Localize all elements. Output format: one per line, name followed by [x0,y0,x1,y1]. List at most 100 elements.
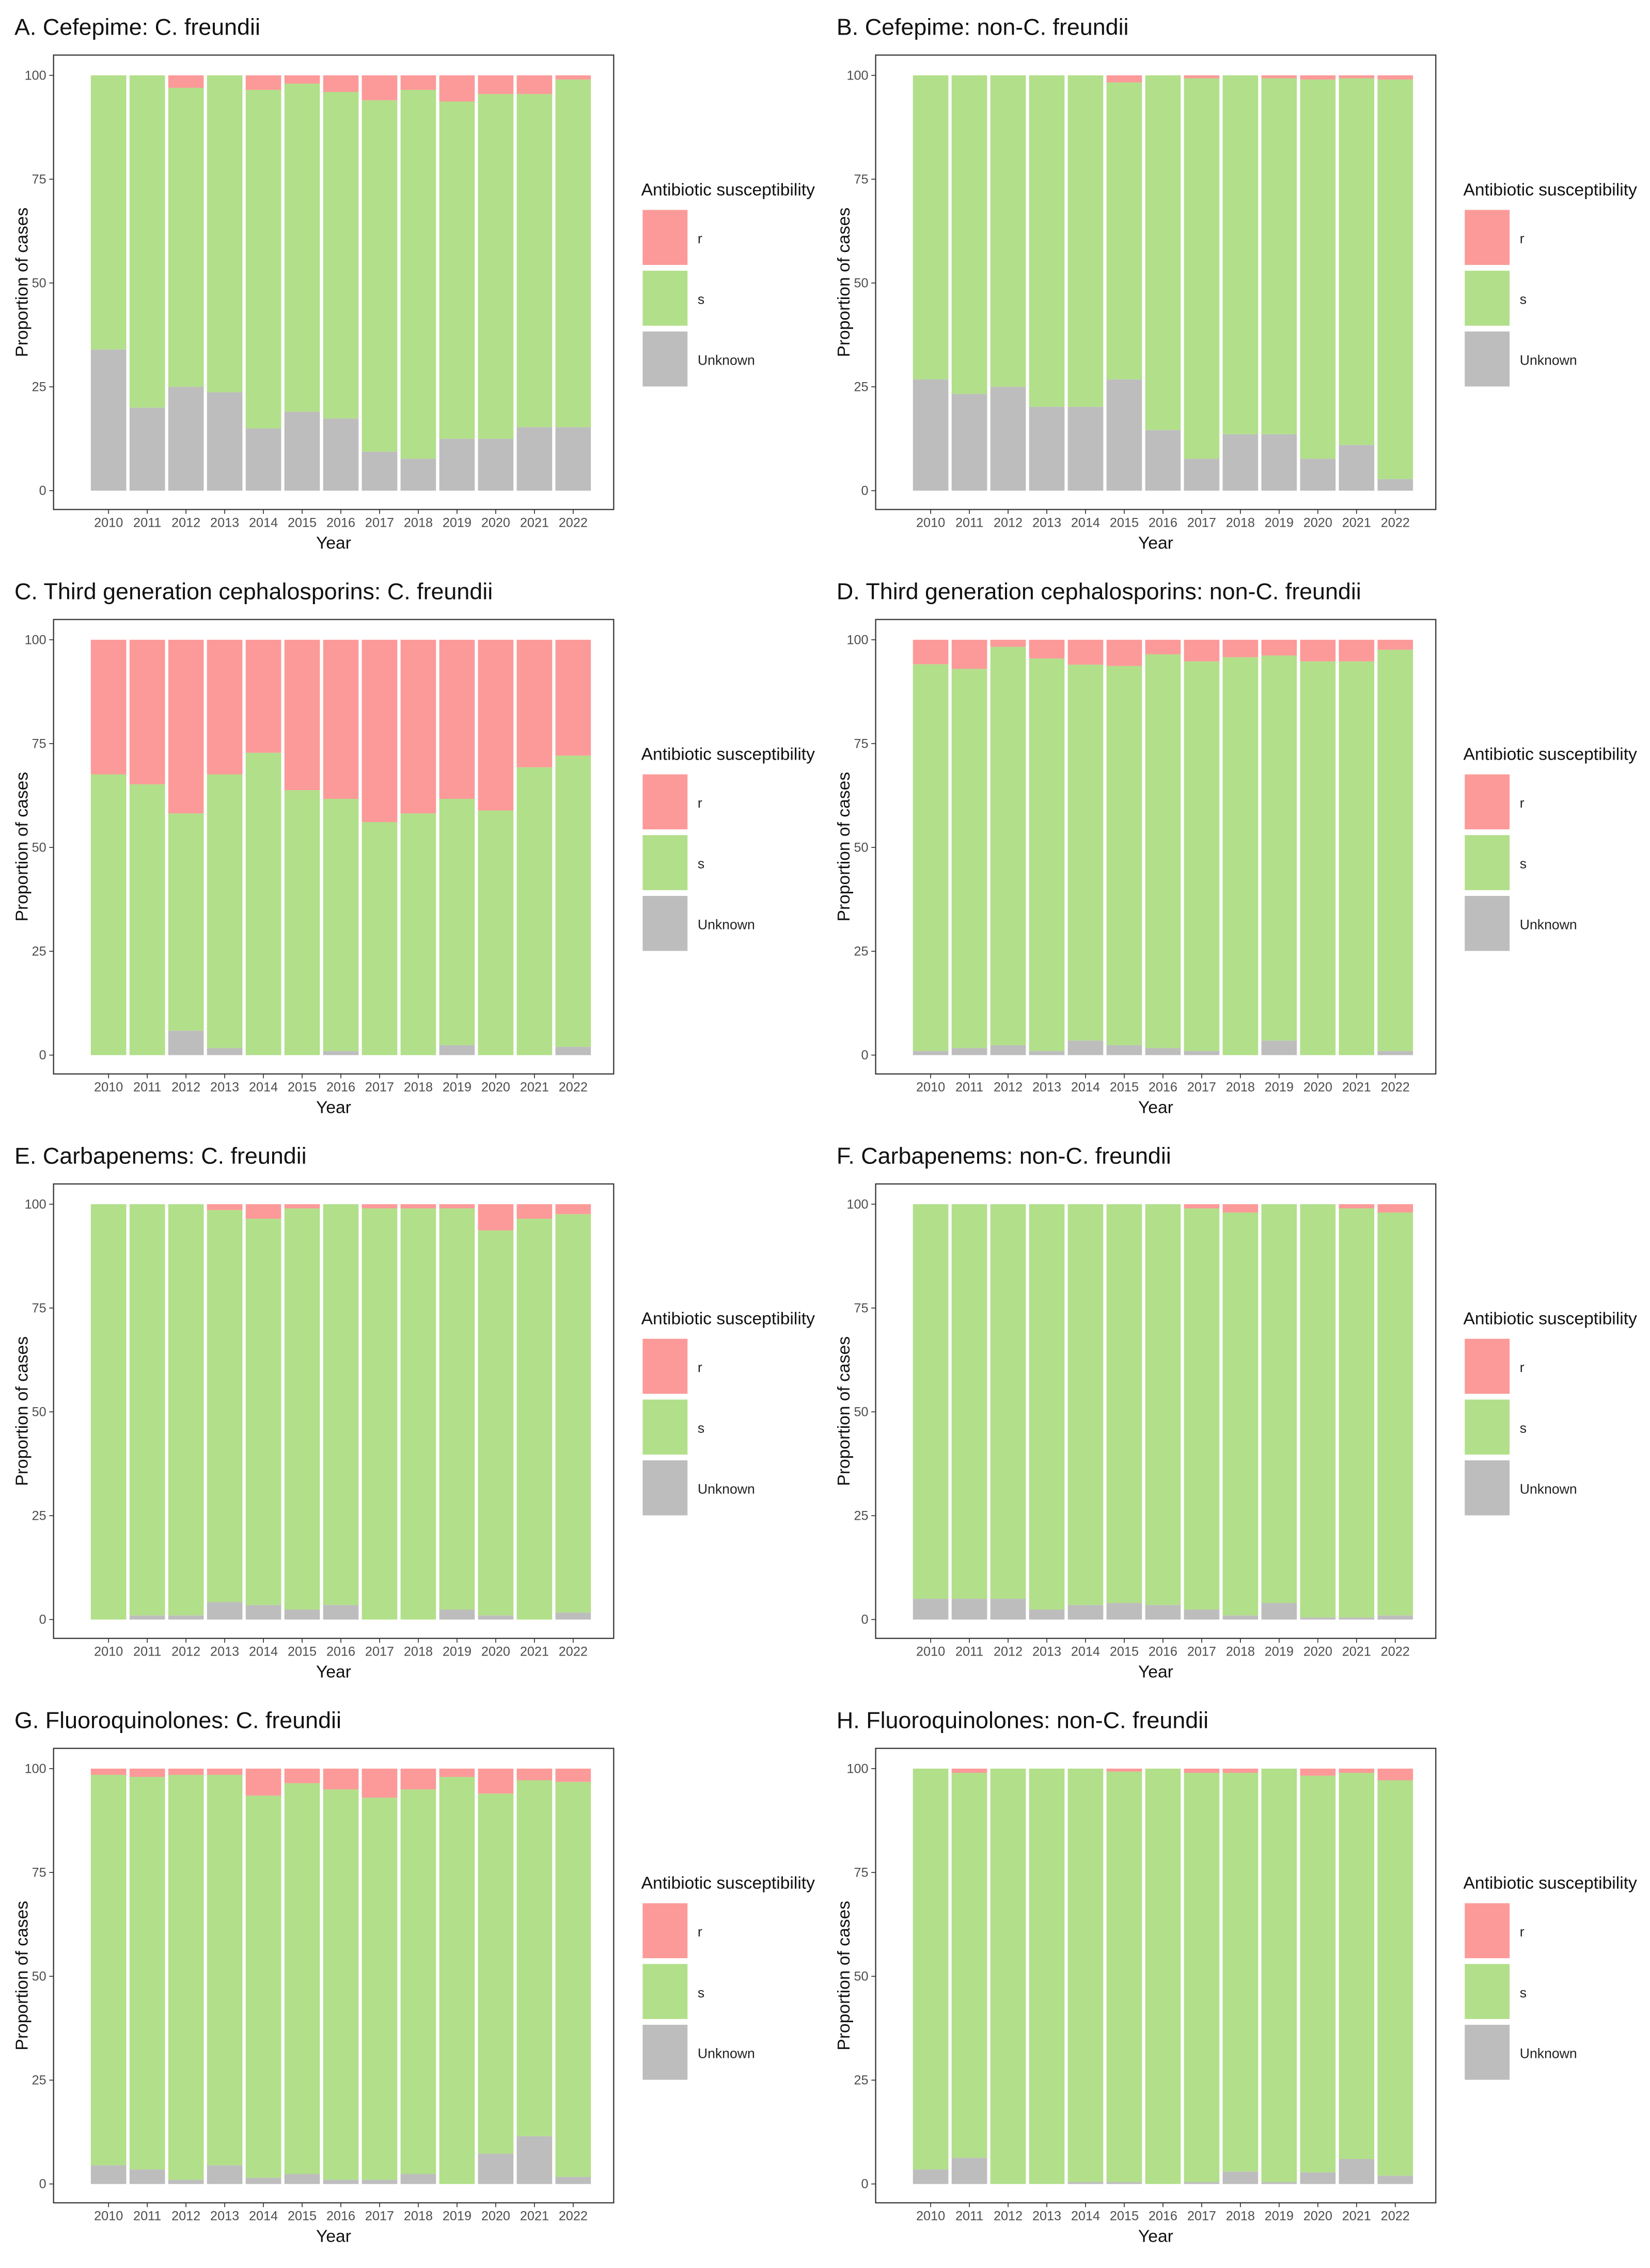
bar-r-2021 [1339,1204,1375,1208]
bar-s-2011 [951,1772,987,2158]
bar-r-2020 [1300,639,1336,662]
bar-unknown-2012 [990,1045,1026,1056]
legend-title: Antibiotic susceptibility [1463,1874,1637,1893]
legend-key-s [1465,1964,1510,2019]
x-axis-label: Year [1138,1662,1173,1681]
legend-label: Unknown [1520,1481,1577,1497]
x-tick-label: 2011 [955,515,983,530]
bar-s-2021 [516,1780,553,2136]
bar-s-2016 [323,1204,359,1605]
bar-s-2014 [245,1219,281,1605]
bar-s-2019 [1261,1204,1297,1603]
y-tick-label: 25 [32,1509,46,1523]
bar-unknown-2020 [478,438,514,491]
bar-unknown-2010 [913,1599,949,1620]
y-tick-label: 25 [32,380,46,395]
bar-unknown-2020 [1300,459,1336,491]
bar-r-2015 [1106,639,1142,666]
bar-r-2016 [323,75,359,92]
bar-r-2019 [1261,75,1297,78]
bar-r-2015 [284,1768,320,1784]
x-tick-label: 2021 [1342,1644,1371,1659]
bar-unknown-2022 [1377,2176,1413,2184]
bar-unknown-2017 [362,2180,398,2184]
bar-unknown-2014 [245,428,281,491]
bar-unknown-2014 [1067,1041,1104,1056]
bar-unknown-2012 [990,387,1026,491]
x-tick-label: 2013 [1032,515,1061,530]
bar-r-2010 [90,1768,127,1775]
y-tick-label: 100 [847,1197,869,1211]
x-tick-label: 2011 [133,1644,161,1659]
bar-unknown-2018 [1222,2171,1259,2184]
x-tick-label: 2013 [1032,1644,1061,1659]
legend-key-r [642,774,688,830]
x-axis-label: Year [1138,2227,1173,2246]
y-tick-label: 0 [39,2177,46,2192]
y-tick-label: 0 [861,2177,869,2192]
x-tick-label: 2017 [365,1644,394,1659]
legend-label: s [698,856,704,872]
bar-r-2011 [951,639,987,669]
y-tick-label: 100 [847,633,869,647]
bar-r-2017 [362,75,398,101]
legend-label: s [1520,292,1527,307]
bar-s-2012 [168,1775,204,2180]
legend-key-s [1465,835,1510,890]
x-tick-label: 2022 [1381,1080,1410,1094]
legend-key-r [1465,210,1510,265]
panel-title: D. Third generation cephalosporins: non-… [837,578,1361,604]
panel-f: F. Carbapenems: non-C. freundii 0 25 50 75 10… [835,1142,1637,1681]
x-tick-label: 2021 [520,1080,549,1094]
x-tick-label: 2017 [1187,515,1216,530]
bar-unknown-2015 [1106,379,1142,491]
bar-unknown-2017 [1184,2182,1220,2184]
y-tick-label: 100 [25,1761,46,1776]
y-tick-label: 50 [854,1405,869,1420]
legend-label: r [1520,231,1525,246]
bar-unknown-2017 [1184,459,1220,491]
y-tick-label: 50 [854,1970,869,1984]
panel-c: C. Third generation cephalosporins: C. f… [12,578,815,1117]
bar-unknown-2011 [129,2169,165,2184]
legend-title: Antibiotic susceptibility [1463,745,1637,764]
x-tick-label: 2011 [955,1080,983,1094]
y-tick-label: 100 [847,1761,869,1776]
x-tick-label: 2018 [1226,1080,1255,1094]
bar-unknown-2022 [555,2177,591,2184]
x-axis-label: Year [316,533,351,553]
bar-r-2022 [555,75,591,80]
bar-s-2016 [1145,1768,1181,2184]
bar-s-2022 [1377,650,1413,1051]
legend-key-unknown [642,331,688,387]
x-tick-label: 2013 [1032,2209,1061,2223]
y-tick-label: 50 [32,840,46,855]
legend-title: Antibiotic susceptibility [641,1310,815,1329]
bar-unknown-2015 [284,2174,320,2184]
bar-s-2012 [990,1768,1026,2184]
bar-s-2014 [245,1796,281,2178]
bar-unknown-2019 [1261,434,1297,491]
bar-r-2018 [400,639,436,814]
bar-r-2014 [245,639,281,753]
x-tick-label: 2018 [404,1080,433,1094]
bar-s-2022 [555,755,591,1047]
y-tick-label: 50 [32,1405,46,1420]
bar-unknown-2016 [1145,430,1181,491]
x-tick-label: 2016 [1149,2209,1177,2223]
y-axis-label: Proportion of cases [835,1336,854,1486]
bar-s-2013 [207,75,243,392]
bar-unknown-2016 [323,418,359,491]
x-tick-label: 2016 [326,515,355,530]
bar-s-2014 [1067,75,1104,407]
legend-label: Unknown [1520,352,1577,368]
bar-r-2014 [245,75,281,90]
bar-unknown-2021 [516,2136,553,2184]
x-tick-label: 2020 [481,1080,510,1094]
panel-title: G. Fluoroquinolones: C. freundii [14,1707,341,1733]
x-tick-label: 2019 [1265,515,1294,530]
bar-r-2012 [990,639,1026,647]
bar-unknown-2010 [90,2165,127,2184]
x-tick-label: 2019 [443,1644,472,1659]
